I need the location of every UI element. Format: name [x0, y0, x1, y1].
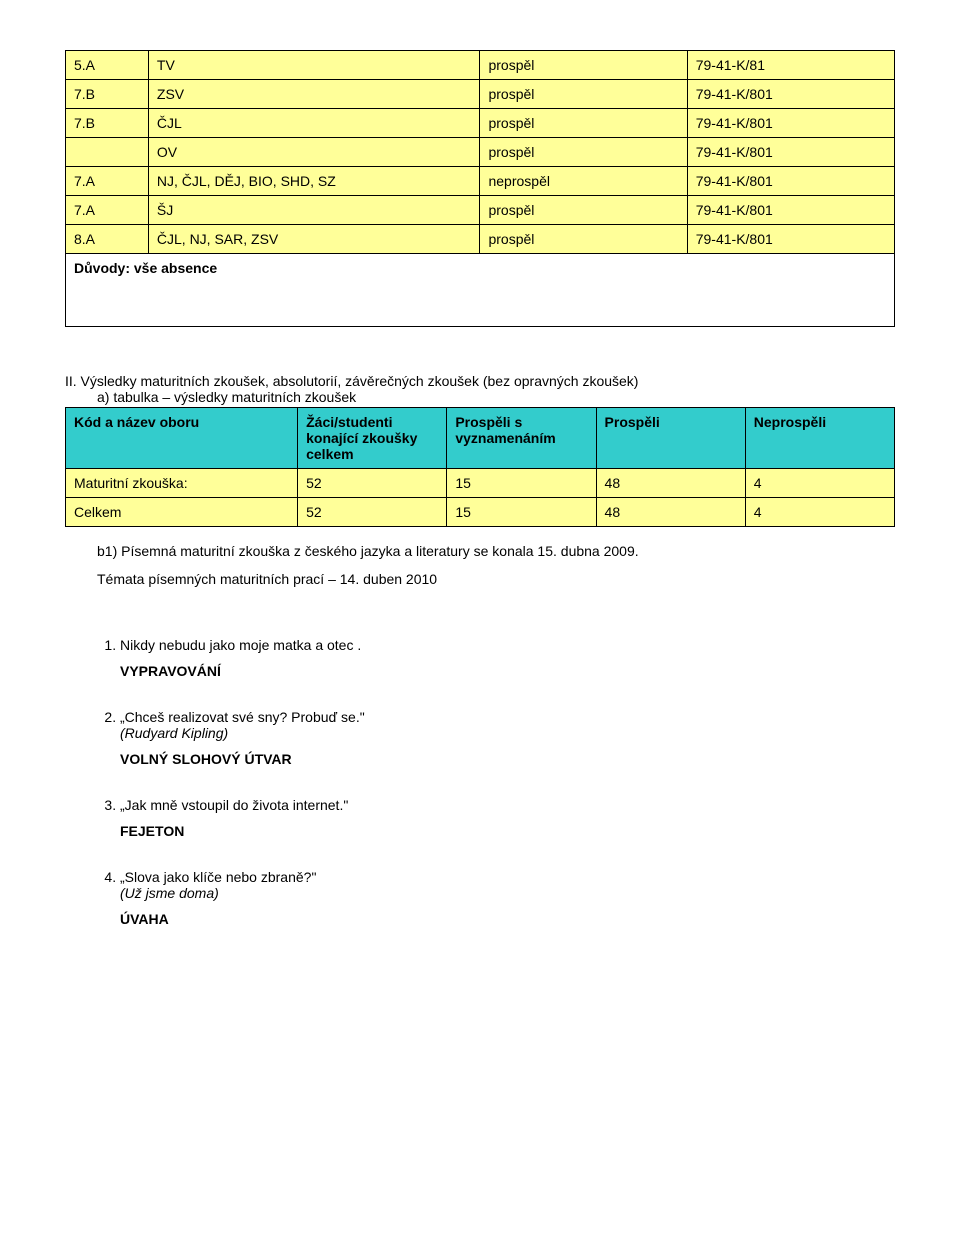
table-cell: Celkem [66, 498, 298, 527]
table-cell: 15 [447, 498, 596, 527]
b1-text: b1) Písemná maturitní zkouška z českého … [65, 543, 895, 559]
item-text: „Slova jako klíče nebo zbraně?" [120, 869, 895, 885]
item-text: „Chceš realizovat své sny? Probuď se." [120, 709, 895, 725]
section-ii-heading: II. Výsledky maturitních zkoušek, absolu… [65, 373, 895, 389]
table-cell: 48 [596, 469, 745, 498]
col-prospeli-vyz: Prospěli s vyznamenáním [447, 408, 596, 469]
essay-topics-list: Nikdy nebudu jako moje matka a otec . VYP… [65, 637, 895, 927]
exam-results-table: 5.ATVprospěl79-41-K/817.BZSVprospěl79-41… [65, 50, 895, 327]
section-ii-sub-a: a) tabulka – výsledky maturitních zkouše… [65, 389, 895, 405]
table-cell: 4 [745, 469, 894, 498]
table-cell: neprospěl [480, 167, 687, 196]
table-cell: 7.A [66, 167, 149, 196]
item-label: FEJETON [120, 823, 895, 839]
list-item: Nikdy nebudu jako moje matka a otec . VYP… [120, 637, 895, 679]
table-cell: 4 [745, 498, 894, 527]
table-cell: prospěl [480, 225, 687, 254]
table-row: 5.ATVprospěl79-41-K/81 [66, 51, 895, 80]
table-row: 7.BČJLprospěl79-41-K/801 [66, 109, 895, 138]
col-zaci: Žáci/studenti konající zkoušky celkem [298, 408, 447, 469]
table-row: Celkem5215484 [66, 498, 895, 527]
col-prospeli: Prospěli [596, 408, 745, 469]
table-cell: 7.B [66, 109, 149, 138]
themes-line: Témata písemných maturitních prací – 14.… [65, 571, 895, 587]
table-row: 7.AŠJprospěl79-41-K/801 [66, 196, 895, 225]
table-cell: prospěl [480, 51, 687, 80]
table-cell: 79-41-K/801 [687, 109, 894, 138]
table-cell: 7.A [66, 196, 149, 225]
table-cell: 5.A [66, 51, 149, 80]
item-label: VYPRAVOVÁNÍ [120, 663, 895, 679]
table-cell: prospěl [480, 138, 687, 167]
table-cell: OV [148, 138, 480, 167]
table-cell: ZSV [148, 80, 480, 109]
item-text: Nikdy nebudu jako moje matka a otec . [120, 637, 895, 653]
table-row: 8.AČJL, NJ, SAR, ZSVprospěl79-41-K/801 [66, 225, 895, 254]
list-item: „Jak mně vstoupil do života internet." FE… [120, 797, 895, 839]
table-cell: 15 [447, 469, 596, 498]
table-cell: 79-41-K/81 [687, 51, 894, 80]
table-cell: ČJL [148, 109, 480, 138]
table-cell: TV [148, 51, 480, 80]
item-sub: (Rudyard Kipling) [120, 725, 895, 741]
table-cell: prospěl [480, 196, 687, 225]
col-neprospeli: Neprospěli [745, 408, 894, 469]
table-cell: 52 [298, 498, 447, 527]
table-cell: NJ, ČJL, DĚJ, BIO, SHD, SZ [148, 167, 480, 196]
table-row: OVprospěl79-41-K/801 [66, 138, 895, 167]
table-cell: 79-41-K/801 [687, 80, 894, 109]
table-row: 7.BZSVprospěl79-41-K/801 [66, 80, 895, 109]
maturita-results-table: Kód a název oboru Žáci/studenti konající… [65, 407, 895, 527]
table-cell: 79-41-K/801 [687, 138, 894, 167]
table-cell: ŠJ [148, 196, 480, 225]
table-cell: prospěl [480, 80, 687, 109]
table-cell: 79-41-K/801 [687, 167, 894, 196]
list-item: „Slova jako klíče nebo zbraně?"(Už jsme … [120, 869, 895, 927]
table-cell: 8.A [66, 225, 149, 254]
col-kod: Kód a název oboru [66, 408, 298, 469]
table-cell: 52 [298, 469, 447, 498]
item-text: „Jak mně vstoupil do života internet." [120, 797, 895, 813]
table-footer: Důvody: vše absence [66, 254, 895, 327]
table-cell: 79-41-K/801 [687, 225, 894, 254]
table-cell: 48 [596, 498, 745, 527]
table-cell: prospěl [480, 109, 687, 138]
item-label: ÚVAHA [120, 911, 895, 927]
item-label: VOLNÝ SLOHOVÝ ÚTVAR [120, 751, 895, 767]
list-item: „Chceš realizovat své sny? Probuď se."(R… [120, 709, 895, 767]
table-row: 7.ANJ, ČJL, DĚJ, BIO, SHD, SZneprospěl79… [66, 167, 895, 196]
table-cell: Maturitní zkouška: [66, 469, 298, 498]
item-sub: (Už jsme doma) [120, 885, 895, 901]
table-row: Maturitní zkouška:5215484 [66, 469, 895, 498]
table-cell [66, 138, 149, 167]
table-cell: 7.B [66, 80, 149, 109]
table-cell: 79-41-K/801 [687, 196, 894, 225]
table-cell: ČJL, NJ, SAR, ZSV [148, 225, 480, 254]
